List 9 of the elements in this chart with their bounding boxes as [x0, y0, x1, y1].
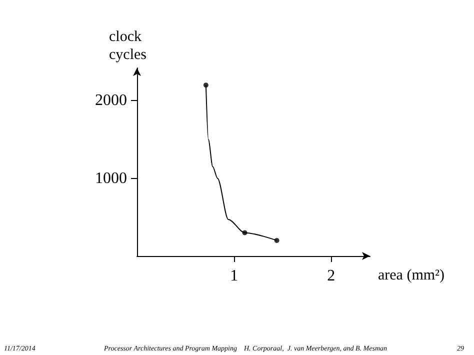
y-tick-label: 1000: [95, 170, 127, 187]
point: [242, 230, 248, 236]
y-axis-title: clock cycles: [109, 29, 147, 63]
x-tick-label: 2: [327, 268, 336, 284]
point: [274, 238, 280, 243]
point: [203, 82, 208, 88]
x-axis-title: area (mm²): [378, 268, 445, 284]
y-tick-label: 2000: [95, 92, 127, 110]
x-tick-label: 1: [230, 268, 238, 284]
